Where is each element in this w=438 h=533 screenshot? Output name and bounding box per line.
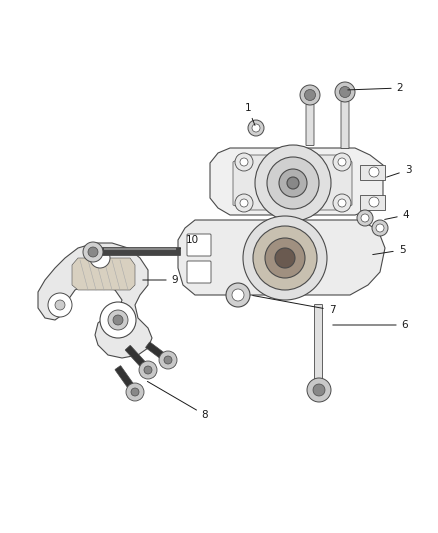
- Circle shape: [48, 293, 72, 317]
- Circle shape: [300, 85, 320, 105]
- Text: 5: 5: [373, 245, 405, 255]
- Circle shape: [243, 216, 327, 300]
- Circle shape: [144, 366, 152, 374]
- Circle shape: [361, 214, 369, 222]
- Circle shape: [113, 315, 123, 325]
- Circle shape: [255, 145, 331, 221]
- Circle shape: [279, 169, 307, 197]
- Circle shape: [335, 82, 355, 102]
- Circle shape: [139, 361, 157, 379]
- FancyBboxPatch shape: [187, 261, 211, 283]
- Circle shape: [235, 153, 253, 171]
- Circle shape: [267, 157, 319, 209]
- Circle shape: [232, 289, 244, 301]
- FancyBboxPatch shape: [125, 345, 151, 373]
- Text: 4: 4: [385, 210, 410, 220]
- Circle shape: [253, 226, 317, 290]
- Circle shape: [338, 158, 346, 166]
- FancyBboxPatch shape: [115, 366, 138, 394]
- Circle shape: [108, 310, 128, 330]
- FancyBboxPatch shape: [341, 101, 349, 149]
- Circle shape: [265, 238, 305, 278]
- FancyBboxPatch shape: [306, 104, 314, 146]
- Circle shape: [369, 197, 379, 207]
- Circle shape: [88, 247, 98, 257]
- Text: 6: 6: [333, 320, 408, 330]
- Polygon shape: [210, 148, 383, 215]
- Circle shape: [338, 199, 346, 207]
- Polygon shape: [38, 243, 152, 358]
- Circle shape: [333, 153, 351, 171]
- Polygon shape: [360, 195, 385, 210]
- Circle shape: [313, 384, 325, 396]
- Circle shape: [339, 86, 350, 98]
- Circle shape: [275, 248, 295, 268]
- Circle shape: [226, 283, 250, 307]
- Circle shape: [90, 248, 110, 268]
- Circle shape: [287, 177, 299, 189]
- Polygon shape: [233, 155, 352, 210]
- Text: 3: 3: [387, 165, 411, 177]
- Circle shape: [235, 194, 253, 212]
- Circle shape: [372, 220, 388, 236]
- Circle shape: [240, 158, 248, 166]
- FancyBboxPatch shape: [187, 234, 211, 256]
- FancyBboxPatch shape: [314, 304, 322, 385]
- Text: 9: 9: [143, 275, 178, 285]
- Circle shape: [252, 124, 260, 132]
- Text: 7: 7: [253, 295, 336, 315]
- Circle shape: [83, 242, 103, 262]
- Circle shape: [304, 90, 315, 101]
- Text: 8: 8: [148, 382, 208, 420]
- Circle shape: [126, 383, 144, 401]
- Text: 10: 10: [180, 235, 198, 248]
- Polygon shape: [360, 165, 385, 180]
- Circle shape: [357, 210, 373, 226]
- FancyBboxPatch shape: [146, 342, 170, 363]
- Circle shape: [164, 356, 172, 364]
- Circle shape: [333, 194, 351, 212]
- Polygon shape: [178, 220, 385, 295]
- Circle shape: [307, 378, 331, 402]
- Text: 1: 1: [245, 103, 255, 125]
- Text: 2: 2: [348, 83, 403, 93]
- Polygon shape: [72, 258, 135, 290]
- Circle shape: [100, 302, 136, 338]
- Circle shape: [159, 351, 177, 369]
- Circle shape: [131, 388, 139, 396]
- FancyBboxPatch shape: [99, 247, 180, 255]
- Circle shape: [369, 167, 379, 177]
- Circle shape: [240, 199, 248, 207]
- Circle shape: [55, 300, 65, 310]
- Circle shape: [376, 224, 384, 232]
- Circle shape: [248, 120, 264, 136]
